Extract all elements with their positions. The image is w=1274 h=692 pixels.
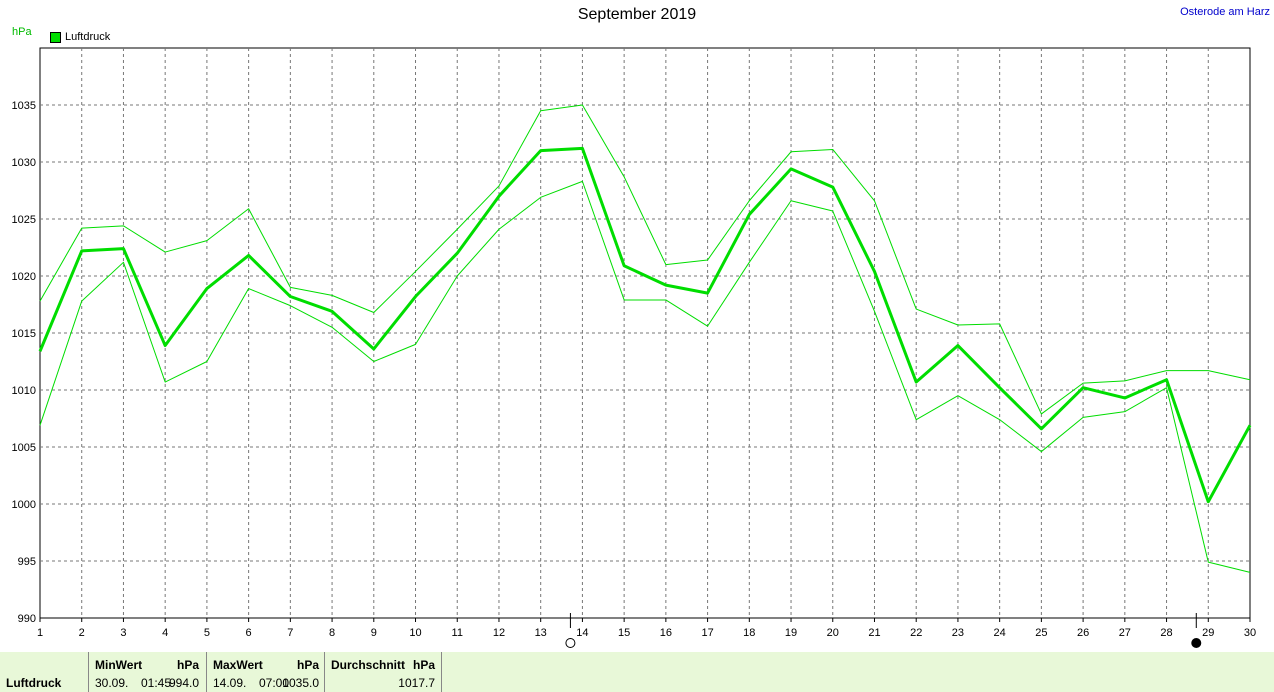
y-tick-label: 1015 [12, 328, 36, 340]
x-tick-label: 9 [371, 627, 377, 639]
min-value: 994.0 [168, 676, 199, 690]
max-date: 14.09. [213, 676, 247, 690]
x-tick-label: 27 [1119, 627, 1131, 639]
location-label: Osterode am Harz [1180, 6, 1270, 18]
x-tick-label: 17 [701, 627, 713, 639]
max-time: 07:00 [259, 676, 290, 690]
x-tick-label: 28 [1160, 627, 1172, 639]
x-tick-label: 3 [120, 627, 126, 639]
avg-value: 1017.7 [398, 676, 435, 690]
min-unit: hPa [176, 658, 199, 672]
y-tick-label: 995 [18, 556, 36, 568]
min-time: 01:45 [141, 676, 172, 690]
y-tick-label: 1010 [12, 385, 36, 397]
max-value-panel: MaxWert hPa 14.09. 07:00 1035.0 [206, 652, 325, 692]
legend-swatch [50, 31, 61, 43]
x-tick-label: 4 [162, 627, 168, 639]
series-line-luftdruck [38, 146, 1252, 504]
max-value: 1035.0 [282, 676, 319, 690]
x-tick-label: 10 [409, 627, 421, 639]
new-moon-icon [1191, 638, 1202, 648]
min-value-panel: MinWert hPa 30.09. 01:45 994.0 [88, 652, 205, 692]
x-tick-label: 26 [1077, 627, 1089, 639]
x-tick-label: 16 [660, 627, 672, 639]
max-header: MaxWert [213, 658, 263, 672]
x-tick-label: 19 [785, 627, 797, 639]
x-tick-label: 29 [1202, 627, 1214, 639]
x-tick-label: 22 [910, 627, 922, 639]
average-panel: Durchschnitt hPa 1017.7 [324, 652, 442, 692]
min-date: 30.09. [95, 676, 129, 690]
y-tick-label: 1030 [12, 157, 36, 169]
y-tick-label: 1005 [12, 442, 36, 454]
y-tick-label: 990 [18, 613, 36, 625]
y-tick-label: 1025 [12, 214, 36, 226]
x-tick-label: 18 [743, 627, 755, 639]
x-tick-label: 5 [204, 627, 210, 639]
avg-header: Durchschnitt [331, 658, 406, 672]
avg-unit: hPa [412, 658, 435, 672]
stats-footer: Luftdruck MinWert hPa 30.09. 01:45 994.0… [0, 652, 1274, 692]
x-tick-label: 7 [287, 627, 293, 639]
min-header: MinWert [95, 658, 143, 672]
x-tick-label: 21 [868, 627, 880, 639]
full-moon-icon [565, 638, 576, 648]
y-tick-label: 1020 [12, 271, 36, 283]
x-tick-label: 23 [952, 627, 964, 639]
x-tick-label: 14 [576, 627, 588, 639]
y-tick-label: 1000 [12, 499, 36, 511]
series-line-upper [39, 104, 1251, 415]
legend-label: Luftdruck [65, 31, 111, 43]
x-tick-label: 2 [79, 627, 85, 639]
x-tick-label: 1 [37, 627, 43, 639]
chart-title: September 2019 [577, 6, 697, 23]
x-tick-label: 15 [618, 627, 630, 639]
x-tick-label: 25 [1035, 627, 1047, 639]
x-tick-label: 24 [994, 627, 1006, 639]
y-tick-label: 1035 [12, 100, 36, 112]
max-unit: hPa [296, 658, 319, 672]
x-tick-label: 11 [452, 627, 463, 639]
x-tick-label: 8 [329, 627, 335, 639]
legend: Luftdruck [50, 31, 110, 43]
series-line-lower [39, 180, 1251, 573]
y-axis-unit: hPa [12, 26, 32, 38]
pressure-chart: 1 2 3 4 5 6 7 8 9 10 11 12 13 14 15 16 17 18 19 20 21 22 23 24 2… [12, 47, 1256, 648]
x-tick-label: 30 [1244, 627, 1256, 639]
x-tick-label: 12 [493, 627, 505, 639]
x-tick-label: 13 [535, 627, 547, 639]
x-tick-label: 20 [827, 627, 839, 639]
footer-series-label: Luftdruck [6, 676, 62, 690]
x-tick-label: 6 [246, 627, 252, 639]
